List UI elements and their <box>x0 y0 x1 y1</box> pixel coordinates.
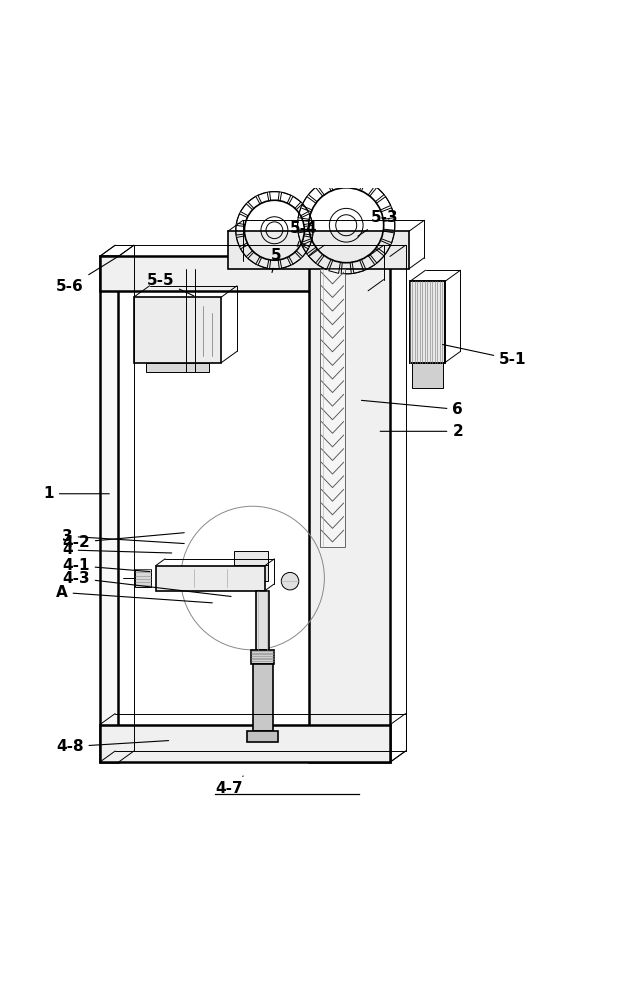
Text: 1: 1 <box>43 486 109 501</box>
Bar <box>135 569 151 587</box>
Bar <box>134 297 221 363</box>
Circle shape <box>281 572 299 590</box>
Bar <box>256 591 270 650</box>
Text: 3: 3 <box>62 529 184 544</box>
Bar <box>234 551 268 565</box>
Text: 4-7: 4-7 <box>215 776 243 796</box>
Text: 4-8: 4-8 <box>56 739 169 754</box>
Text: 4: 4 <box>62 542 172 557</box>
Text: 5-4: 5-4 <box>290 221 318 246</box>
Text: 5-3: 5-3 <box>358 210 399 236</box>
Bar <box>100 725 390 762</box>
Bar <box>251 650 275 664</box>
Bar <box>410 281 445 363</box>
Bar <box>227 231 409 269</box>
Bar <box>100 256 118 762</box>
Bar <box>253 664 273 731</box>
Text: 4-2: 4-2 <box>62 533 184 550</box>
Text: 4-3: 4-3 <box>62 571 231 596</box>
Bar <box>100 256 368 291</box>
Text: 6: 6 <box>362 400 463 417</box>
Text: 2: 2 <box>381 424 463 439</box>
Text: 4-1: 4-1 <box>62 558 150 573</box>
Bar <box>156 566 265 591</box>
Text: 5-5: 5-5 <box>146 273 194 296</box>
Bar <box>320 269 345 547</box>
Bar <box>234 565 241 581</box>
Bar <box>410 281 445 363</box>
Text: 5: 5 <box>272 248 282 273</box>
Bar <box>261 565 268 581</box>
Text: 5-6: 5-6 <box>56 257 118 294</box>
Bar <box>247 731 278 742</box>
Bar <box>309 256 390 762</box>
Text: 5-1: 5-1 <box>443 344 527 367</box>
Bar <box>412 363 443 388</box>
Text: A: A <box>56 585 212 603</box>
Bar <box>146 363 209 372</box>
